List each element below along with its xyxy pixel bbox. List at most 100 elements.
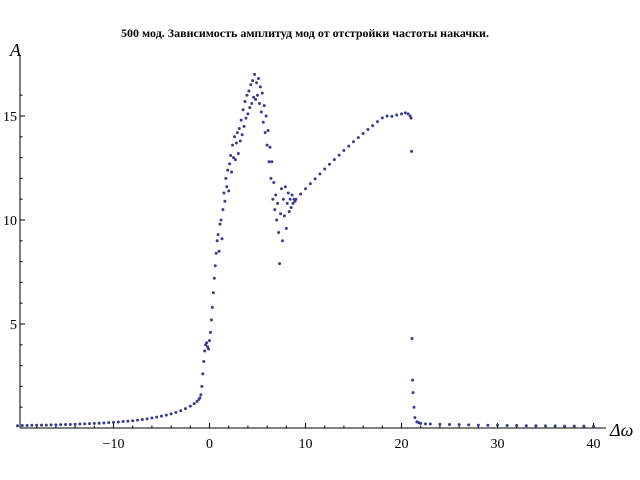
data-point (131, 419, 135, 423)
data-point (169, 412, 173, 416)
data-point (121, 420, 125, 424)
data-point (40, 423, 43, 427)
data-point (92, 421, 96, 425)
data-point (237, 126, 241, 130)
data-point (209, 318, 213, 322)
data-point (179, 409, 183, 413)
y-tick-label: 10 (3, 214, 17, 229)
data-point (73, 422, 77, 426)
data-point (97, 421, 101, 425)
data-point (287, 210, 291, 214)
data-point (240, 133, 244, 137)
data-point (347, 144, 351, 148)
data-point (342, 149, 346, 153)
data-point (245, 93, 249, 97)
data-point (411, 391, 415, 395)
data-point (366, 128, 370, 132)
data-point (275, 218, 279, 222)
data-point (390, 114, 394, 118)
data-point (198, 396, 202, 400)
data-point (278, 262, 282, 266)
data-point (505, 424, 509, 427)
y-axis-label: A (9, 40, 22, 60)
data-point (259, 110, 263, 114)
data-point (16, 424, 19, 428)
x-tick-label: −10 (103, 437, 125, 452)
data-point (88, 422, 91, 426)
data-point (59, 423, 63, 427)
data-point (268, 145, 272, 149)
data-point (285, 201, 289, 205)
data-point (582, 424, 586, 428)
data-point (290, 193, 294, 197)
x-axis-label: Δω (609, 420, 633, 440)
data-point (256, 77, 260, 81)
data-point (361, 131, 365, 135)
data-point (188, 404, 192, 408)
data-point (228, 162, 232, 166)
data-point (242, 124, 246, 128)
data-point (332, 158, 336, 162)
data-point (247, 89, 251, 93)
data-point (496, 423, 499, 427)
data-point (409, 116, 413, 120)
data-point (248, 106, 252, 110)
chart-title: 500 мод. Зависимость амплитуд мод от отс… (121, 26, 489, 40)
data-point (271, 197, 275, 201)
data-point (223, 199, 227, 203)
data-point (232, 135, 236, 139)
data-point (252, 95, 256, 99)
data-point (337, 153, 341, 157)
data-point (150, 416, 154, 420)
data-point (250, 102, 254, 106)
data-point (213, 264, 217, 268)
data-point (116, 420, 120, 424)
data-point (145, 417, 149, 421)
data-point (413, 416, 417, 420)
data-point (572, 424, 576, 428)
data-point (286, 191, 290, 195)
data-point (385, 114, 389, 118)
data-point (380, 116, 384, 120)
data-point (203, 349, 207, 353)
data-point (424, 422, 427, 426)
y-tick-label: 5 (10, 318, 17, 333)
data-point (257, 102, 261, 106)
data-point (255, 81, 259, 85)
data-point (288, 197, 292, 201)
data-point (266, 129, 270, 133)
data-point (239, 118, 243, 122)
data-point (246, 112, 250, 116)
data-point (276, 201, 280, 205)
data-point (289, 206, 293, 210)
data-point (412, 405, 416, 409)
data-point (207, 347, 211, 351)
data-point (308, 182, 312, 186)
data-point (199, 393, 203, 397)
data-point (264, 114, 268, 118)
x-tick-label: 20 (395, 437, 409, 452)
data-point (208, 339, 211, 343)
data-point (273, 208, 277, 212)
data-point (438, 422, 442, 426)
data-point (256, 93, 259, 97)
data-point (376, 120, 379, 124)
data-point (243, 99, 247, 103)
data-point (263, 131, 267, 135)
data-point (280, 187, 283, 191)
data-point (272, 181, 276, 185)
data-point (227, 189, 231, 193)
x-tick-label: 40 (587, 437, 601, 452)
data-point (318, 172, 322, 176)
data-point (279, 212, 283, 216)
data-point (253, 72, 257, 76)
data-point (219, 218, 223, 222)
data-point (403, 111, 407, 115)
data-point (232, 156, 235, 160)
data-point (282, 214, 286, 218)
data-point (283, 185, 287, 189)
data-point (291, 201, 295, 205)
data-point (225, 185, 229, 189)
data-point (44, 423, 48, 427)
data-point (221, 208, 225, 212)
